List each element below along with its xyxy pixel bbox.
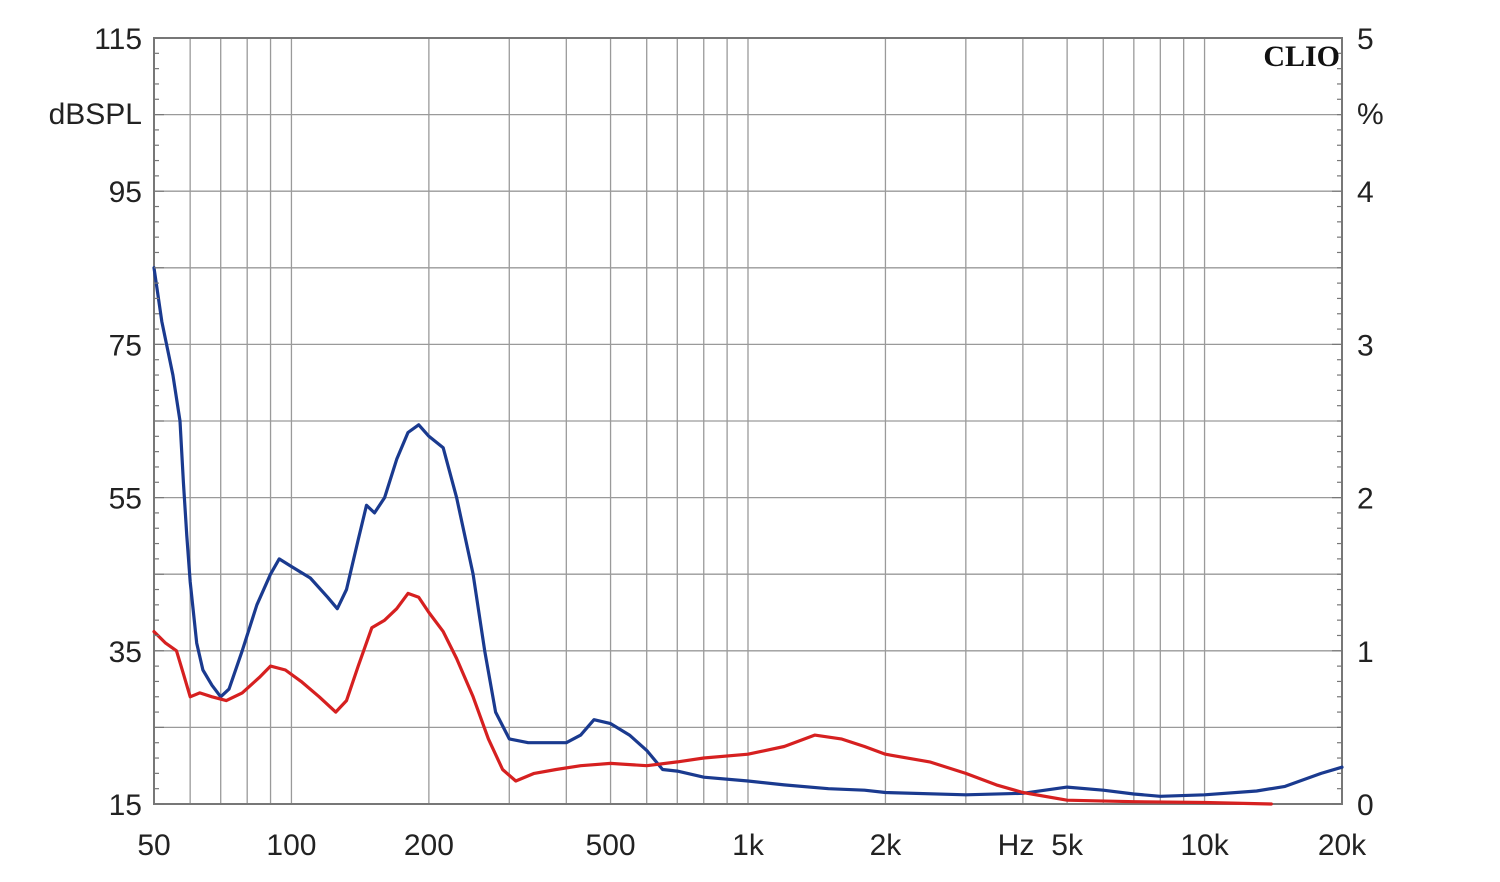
right-axis-tick-label: 4 bbox=[1357, 176, 1374, 209]
left-axis-tick-label: 115 bbox=[94, 23, 142, 56]
right-axis-tick-label: 0 bbox=[1357, 789, 1374, 822]
x-axis-tick-label: 100 bbox=[266, 829, 316, 862]
left-axis-unit-label: dBSPL bbox=[49, 98, 142, 131]
right-axis-unit-label: % bbox=[1357, 98, 1384, 131]
x-axis-tick-label: 200 bbox=[404, 829, 454, 862]
series-line-blue bbox=[152, 266, 1344, 798]
left-axis-tick-label: 55 bbox=[109, 483, 142, 516]
x-axis-tick-label: 10k bbox=[1180, 829, 1229, 862]
right-axis-tick-label: 3 bbox=[1357, 329, 1374, 362]
right-axis-tick-label: 1 bbox=[1357, 636, 1374, 669]
series-line-red bbox=[152, 591, 1273, 806]
clio-brand-logo: CLIO bbox=[1263, 40, 1340, 73]
right-axis-tick-label: 2 bbox=[1357, 483, 1374, 516]
x-axis-tick-label: 5k bbox=[1051, 829, 1084, 862]
x-axis-tick-label: 20k bbox=[1318, 829, 1367, 862]
x-axis-ticks: 50 100 200 500 1k 2k 5k 10k 20k bbox=[137, 829, 1367, 862]
right-axis-tick-label: 5 bbox=[1357, 23, 1374, 56]
left-axis-tick-label: 35 bbox=[109, 636, 142, 669]
left-axis-tick-label: 95 bbox=[109, 176, 142, 209]
left-axis-ticks: 115 95 75 55 35 15 bbox=[94, 23, 164, 822]
x-axis-tick-label: 2k bbox=[870, 829, 903, 862]
x-axis-tick-label: 50 bbox=[137, 829, 170, 862]
right-axis-ticks: 5 4 3 2 1 0 bbox=[1332, 23, 1374, 822]
series-group bbox=[152, 266, 1344, 806]
x-axis-unit-label: Hz bbox=[998, 829, 1035, 862]
left-axis-tick-label: 75 bbox=[109, 329, 142, 362]
left-axis-tick-label: 15 bbox=[109, 789, 142, 822]
x-axis-tick-label: 500 bbox=[586, 829, 636, 862]
x-axis-tick-label: 1k bbox=[732, 829, 765, 862]
